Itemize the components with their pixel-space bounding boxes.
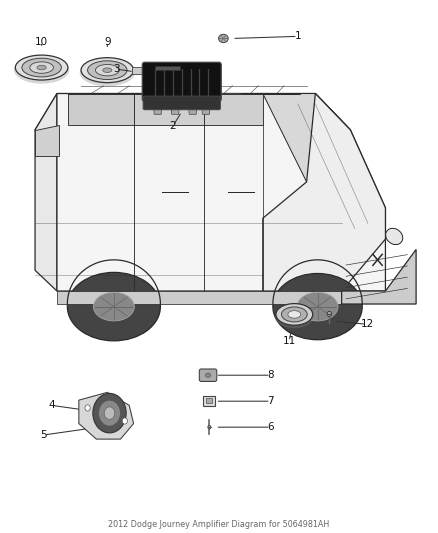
Ellipse shape [276,304,313,325]
Ellipse shape [102,68,112,72]
Ellipse shape [208,425,211,429]
Ellipse shape [88,61,127,79]
Polygon shape [35,94,57,291]
Ellipse shape [95,64,119,76]
Ellipse shape [15,55,68,80]
Polygon shape [188,99,197,115]
Ellipse shape [288,311,301,318]
Circle shape [104,407,115,419]
Polygon shape [204,94,263,125]
Polygon shape [171,99,180,115]
Ellipse shape [275,305,314,328]
Text: 2012 Dodge Journey Amplifier Diagram for 5064981AH: 2012 Dodge Journey Amplifier Diagram for… [108,520,330,529]
Text: 10: 10 [35,37,48,46]
Ellipse shape [67,272,160,341]
Ellipse shape [93,292,134,321]
Bar [206,398,212,403]
Text: 3: 3 [113,64,120,74]
Ellipse shape [80,59,135,86]
Text: 7: 7 [267,396,274,406]
Polygon shape [263,94,385,291]
Polygon shape [153,99,162,115]
Ellipse shape [14,56,69,84]
Ellipse shape [386,228,403,245]
Polygon shape [35,125,59,156]
Text: 11: 11 [283,336,296,346]
Ellipse shape [205,373,211,377]
Circle shape [85,405,90,411]
Text: 1: 1 [294,31,301,42]
Polygon shape [35,94,350,182]
Polygon shape [57,291,342,304]
Text: 9: 9 [104,37,111,46]
Text: 6: 6 [267,422,274,432]
Circle shape [122,418,127,424]
Polygon shape [134,94,204,125]
Circle shape [99,400,120,426]
Text: 8: 8 [267,370,274,380]
Text: 2: 2 [170,121,177,131]
FancyBboxPatch shape [199,369,217,382]
Ellipse shape [297,292,338,321]
FancyBboxPatch shape [142,62,221,101]
Bar [132,67,142,74]
Polygon shape [79,392,134,439]
Polygon shape [201,99,210,115]
Text: 12: 12 [360,319,374,329]
Ellipse shape [273,273,362,340]
Ellipse shape [219,34,228,43]
Bar [155,66,180,70]
Ellipse shape [327,311,332,317]
Ellipse shape [81,58,134,83]
Ellipse shape [30,62,53,73]
Ellipse shape [37,65,46,70]
Ellipse shape [282,307,307,322]
Text: 4: 4 [48,400,55,410]
Bar [203,396,215,406]
Polygon shape [140,94,247,106]
Polygon shape [68,94,134,125]
Circle shape [93,393,126,433]
FancyBboxPatch shape [143,96,220,110]
Ellipse shape [22,58,61,77]
Text: 5: 5 [40,430,47,440]
Polygon shape [263,94,350,182]
Polygon shape [342,249,416,304]
Polygon shape [57,94,385,291]
